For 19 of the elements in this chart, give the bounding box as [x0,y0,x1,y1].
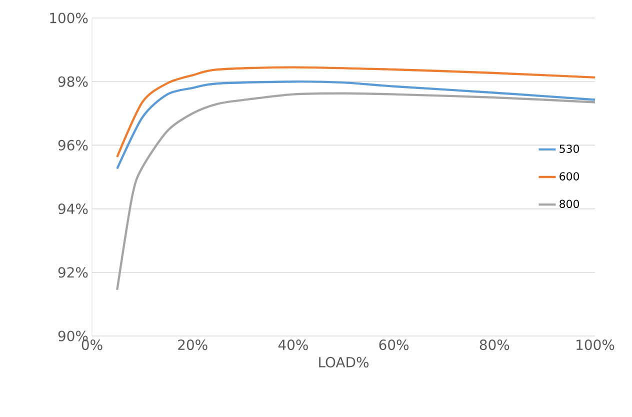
legend-label: 530 [560,144,580,153]
y-tick-label: 98% [58,76,88,87]
line-series [116,80,596,170]
x-tick-label: 80% [480,340,510,350]
y-tick-label: 96% [58,140,88,150]
legend-label: 800 [560,200,580,208]
line-series [116,66,596,158]
x-axis-title: LOAD% [319,356,369,368]
x-tick-label: 60% [379,340,409,350]
y-tick-label: 94% [58,204,88,214]
legend-label: 600 [560,172,580,180]
y-tick-label: 92% [58,267,88,278]
y-tick-label: 90% [58,330,88,342]
y-tick-label: 100% [50,12,88,24]
x-tick-label: 100% [576,340,614,350]
x-tick-label: 20% [178,340,208,350]
x-tick-label: 40% [278,340,308,350]
x-tick-label: 0% [82,340,102,350]
line-series [116,92,596,291]
